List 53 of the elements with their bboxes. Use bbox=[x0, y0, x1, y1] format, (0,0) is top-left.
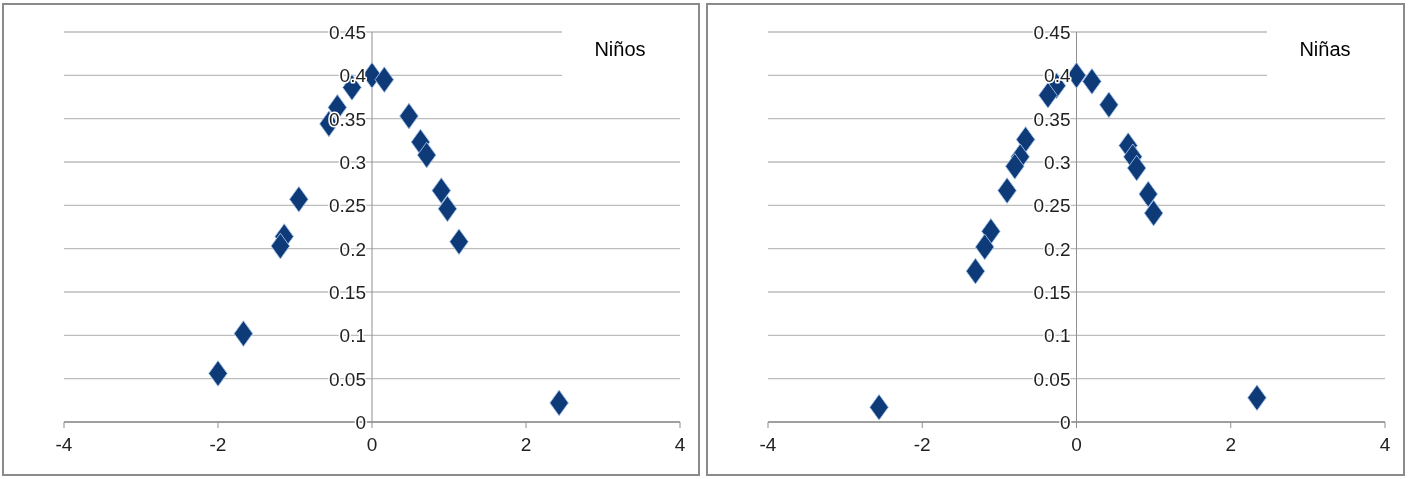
point bbox=[416, 141, 437, 169]
point bbox=[374, 66, 395, 93]
point bbox=[869, 393, 889, 421]
y-tick-label: 0.25 bbox=[1033, 195, 1071, 217]
x-tick-label: -4 bbox=[759, 434, 777, 455]
x-tick-label: 4 bbox=[1379, 434, 1391, 455]
point bbox=[1015, 126, 1036, 153]
y-tick-label: 0.15 bbox=[329, 282, 366, 303]
x-tick-label: 2 bbox=[1225, 434, 1237, 455]
x-tick-label: -4 bbox=[55, 434, 73, 455]
x-tick-label: -2 bbox=[209, 434, 227, 455]
y-tick-label: 0.2 bbox=[1044, 238, 1071, 260]
y-tick-label: 0.1 bbox=[339, 325, 366, 347]
point bbox=[437, 195, 458, 223]
y-tick-label: 0.25 bbox=[329, 195, 366, 217]
chart-title: Niños bbox=[594, 38, 646, 60]
y-tick-label: 0 bbox=[355, 412, 366, 433]
y-tick-label: 0.1 bbox=[1044, 325, 1071, 347]
point bbox=[233, 320, 254, 347]
x-tick-label: 4 bbox=[674, 434, 686, 455]
point bbox=[1005, 153, 1025, 180]
point bbox=[975, 233, 995, 261]
y-tick-label: 0.3 bbox=[339, 152, 366, 173]
point bbox=[1143, 199, 1164, 227]
y-tick-label: 0.05 bbox=[329, 368, 366, 390]
point bbox=[1099, 91, 1119, 119]
point bbox=[399, 102, 419, 130]
point bbox=[431, 177, 452, 204]
y-tick-label: 0.05 bbox=[1033, 368, 1071, 390]
point bbox=[1247, 384, 1267, 412]
point bbox=[981, 218, 1001, 245]
point bbox=[1138, 180, 1158, 208]
point bbox=[289, 185, 309, 213]
point bbox=[1038, 81, 1058, 109]
point bbox=[1126, 154, 1147, 182]
point bbox=[549, 389, 569, 417]
chart-title: Niñas bbox=[1299, 38, 1351, 60]
y-tick-label: 0.2 bbox=[339, 238, 366, 260]
point bbox=[449, 228, 469, 256]
point bbox=[997, 177, 1017, 204]
point bbox=[1082, 68, 1102, 95]
y-tick-label: 0.3 bbox=[1044, 152, 1071, 173]
y-tick-label: 0.45 bbox=[1033, 22, 1071, 43]
point bbox=[270, 232, 291, 260]
y-tick-label: 0.45 bbox=[329, 22, 366, 43]
x-tick-label: -2 bbox=[913, 434, 931, 455]
x-tick-label: 2 bbox=[520, 434, 532, 455]
point bbox=[208, 360, 228, 387]
y-tick-label: 0.35 bbox=[1033, 108, 1071, 130]
y-tick-label: 0.4 bbox=[1044, 65, 1071, 87]
point bbox=[965, 257, 986, 285]
y-tick-label: 0 bbox=[1059, 412, 1071, 433]
y-tick-label: 0.15 bbox=[1033, 282, 1071, 303]
